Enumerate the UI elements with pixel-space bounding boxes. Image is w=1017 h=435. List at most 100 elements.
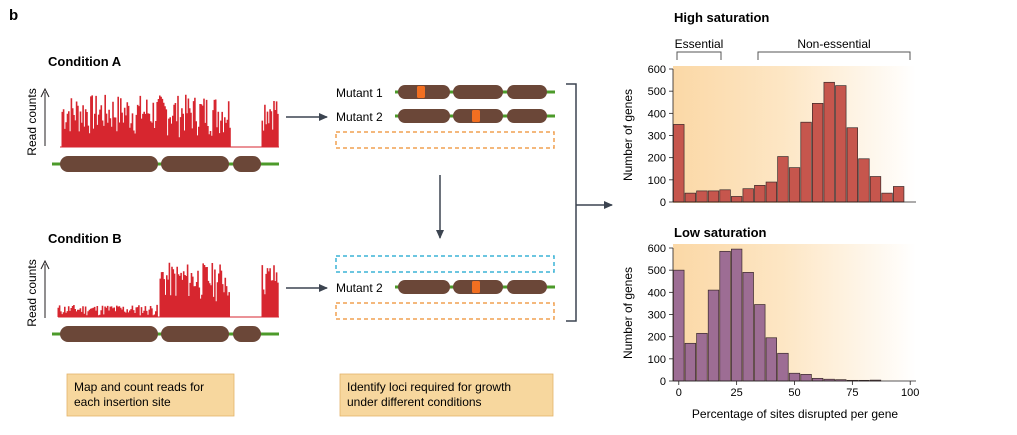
histogram-bar	[742, 272, 754, 382]
gene-body	[233, 156, 261, 172]
histogram-bar	[846, 127, 858, 203]
y-axis-label-low: Number of genes	[621, 267, 635, 359]
y-tick-label: 200	[648, 332, 666, 344]
histogram-bar	[673, 124, 685, 203]
mutant2-chromosome-a	[395, 109, 555, 123]
chromosome-a	[52, 156, 279, 172]
read-counts-label-b: Read counts	[25, 259, 39, 326]
gene-body	[398, 280, 450, 294]
y-tick-label: 300	[648, 131, 666, 143]
histogram-bar	[673, 269, 685, 382]
step2-line2: under different conditions	[347, 395, 482, 409]
step1-line1: Map and count reads for	[74, 380, 204, 394]
gene-body	[161, 326, 229, 342]
histogram-bar	[881, 192, 893, 203]
histogram-bar	[754, 185, 766, 203]
histogram-bar	[719, 189, 731, 203]
histogram-bar	[777, 352, 789, 382]
x-tick-label: 25	[731, 387, 743, 399]
gene-body	[507, 280, 547, 294]
mutant1-chromosome	[395, 85, 555, 99]
y-tick-label: 600	[648, 64, 666, 76]
read-counts-axis-a	[40, 87, 50, 146]
y-tick-label: 400	[648, 287, 666, 299]
x-tick-label: 0	[676, 387, 682, 399]
step1-line2: each insertion site	[74, 395, 171, 409]
read-counts-axis-b	[40, 259, 50, 318]
histogram-bar	[719, 250, 731, 382]
gene-body	[161, 156, 229, 172]
chromosome-b	[52, 326, 279, 342]
gene-body	[60, 326, 158, 342]
step2-line1: Identify loci required for growth	[347, 380, 511, 394]
chart-title-high: High saturation	[674, 10, 769, 25]
nonessential-bracket	[757, 51, 911, 60]
read-count-trace	[61, 94, 279, 148]
histogram-bar	[707, 289, 720, 382]
histogram-bar	[742, 188, 754, 203]
panel-label: b	[9, 7, 18, 24]
histogram-bar	[777, 156, 789, 203]
gene-body	[507, 85, 547, 99]
gene-body	[233, 326, 261, 342]
y-tick-label: 200	[648, 153, 666, 165]
transposon-insertion	[417, 86, 425, 98]
gene-body	[60, 156, 158, 172]
x-tick-label: 75	[846, 387, 858, 399]
histogram-bar	[684, 342, 696, 382]
empty-slot-orange-a	[335, 131, 555, 149]
x-axis-label: Percentage of sites disrupted per gene	[692, 407, 898, 421]
histogram-bar	[696, 190, 708, 203]
read-count-trace	[57, 262, 279, 318]
histogram-bar	[893, 186, 905, 203]
mutant1-label: Mutant 1	[336, 86, 383, 100]
y-tick-label: 300	[648, 310, 666, 322]
y-tick-label: 100	[648, 354, 666, 366]
x-tick-label: 100	[901, 387, 919, 399]
empty-slot-blue	[335, 255, 555, 273]
histogram-bar	[707, 190, 720, 203]
transposon-insertion	[472, 110, 480, 122]
step2-box	[339, 373, 554, 417]
essential-label: Essential	[675, 37, 724, 51]
histogram-bar	[869, 176, 882, 203]
histogram-bar	[788, 372, 801, 382]
gene-body	[507, 109, 547, 123]
histogram-bar	[788, 167, 801, 203]
condition-a-title: Condition A	[48, 54, 122, 69]
chart-title-low: Low saturation	[674, 225, 767, 240]
gene-body	[453, 85, 503, 99]
chart-high-saturation: 0 100 200 300 400 500 600	[648, 64, 916, 209]
y-tick-label: 500	[648, 86, 666, 98]
chart-low-saturation: 0 100 200 300 400 500 600 0 25 50 75 100	[648, 243, 920, 399]
y-tick-label: 0	[660, 197, 666, 209]
transposon-insertion	[472, 281, 480, 293]
histogram-bar	[800, 121, 812, 203]
mutant2-label-b: Mutant 2	[336, 281, 383, 295]
histogram-bar	[765, 181, 777, 203]
histogram-bar	[731, 248, 743, 382]
y-tick-label: 400	[648, 108, 666, 120]
nonessential-label: Non-essential	[797, 37, 870, 51]
read-counts-label-a: Read counts	[25, 88, 39, 155]
y-tick-label: 0	[660, 376, 666, 388]
histogram-bar	[800, 374, 812, 382]
histogram-bar	[835, 85, 847, 203]
histogram-bar	[696, 332, 708, 382]
condition-b-title: Condition B	[48, 231, 122, 246]
y-tick-label: 600	[648, 243, 666, 255]
empty-slot-orange-b	[335, 302, 555, 320]
gene-body	[398, 109, 450, 123]
histogram-bar	[684, 192, 696, 203]
mutant2-label-a: Mutant 2	[336, 110, 383, 124]
read-count-track-b	[57, 262, 279, 318]
histogram-bar	[731, 196, 743, 203]
x-tick-label: 50	[788, 387, 800, 399]
step1-box	[66, 373, 235, 417]
essential-bracket	[676, 51, 722, 60]
histogram-bar	[765, 337, 777, 382]
y-tick-label: 500	[648, 265, 666, 277]
y-tick-label: 100	[648, 175, 666, 187]
